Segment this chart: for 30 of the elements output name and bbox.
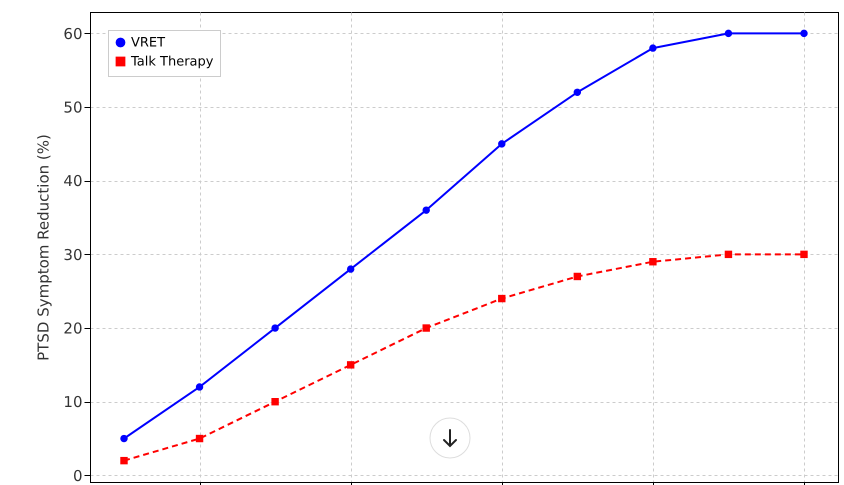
- y-tick-label: 0: [72, 466, 82, 485]
- y-tick-label: 10: [63, 393, 82, 412]
- point: [649, 258, 657, 266]
- point: [120, 456, 128, 464]
- point: [196, 383, 204, 391]
- point: [196, 434, 204, 442]
- point: [120, 434, 128, 442]
- point: [271, 324, 279, 332]
- point: [574, 88, 582, 96]
- y-tick-label: 40: [63, 172, 82, 190]
- y-axis-title: PTSD Symptom Reduction (%): [34, 134, 52, 361]
- point: [574, 272, 582, 280]
- legend-label: Talk Therapy: [130, 54, 214, 70]
- legend-label: VRET: [131, 36, 166, 50]
- y-tick-label: 60: [63, 24, 82, 43]
- point: [800, 250, 808, 258]
- point: [498, 140, 506, 148]
- point: [724, 30, 732, 38]
- point: [271, 398, 279, 406]
- point: [346, 361, 354, 369]
- y-tick-label: 50: [63, 98, 82, 117]
- point: [800, 30, 808, 38]
- point: [422, 206, 430, 214]
- y-tick-label: 30: [63, 246, 82, 264]
- y-tick-label: 20: [63, 320, 82, 338]
- point: [498, 294, 506, 302]
- point: [346, 265, 354, 273]
- point: [422, 324, 430, 332]
- point: [649, 44, 657, 52]
- point: [724, 250, 732, 258]
